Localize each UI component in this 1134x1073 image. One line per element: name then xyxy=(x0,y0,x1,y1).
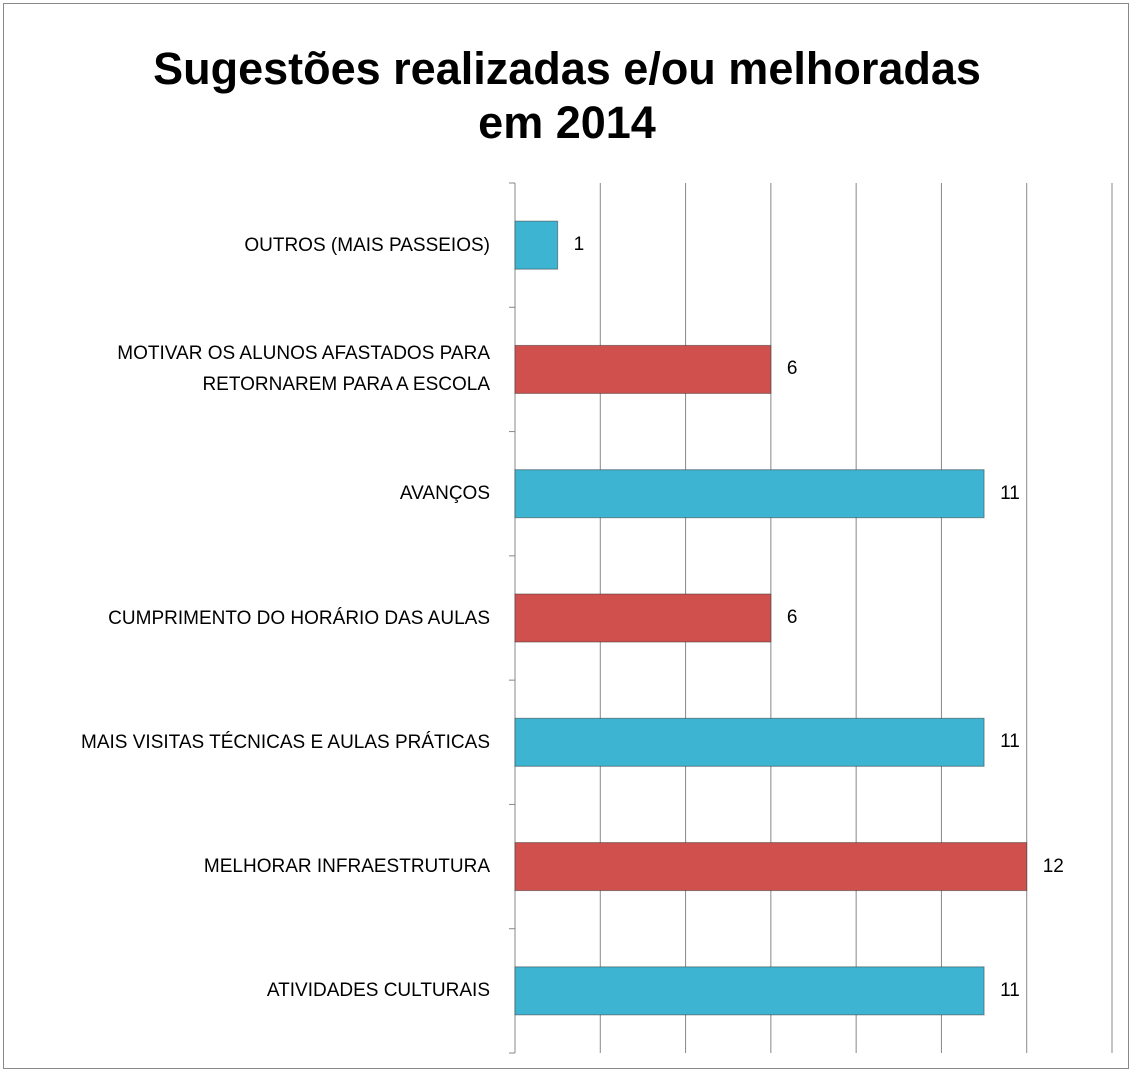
bar xyxy=(514,220,559,270)
category-label: OUTROS (MAIS PASSEIOS) xyxy=(244,234,490,256)
category-label: AVANÇOS xyxy=(399,483,490,505)
category-label: ATIVIDADES CULTURAIS xyxy=(266,980,490,1002)
value-label: 11 xyxy=(1000,979,1020,1001)
chart-border xyxy=(3,3,1129,1069)
category-label: CUMPRIMENTO DO HORÁRIO DAS AULAS xyxy=(108,607,490,629)
bar xyxy=(514,344,772,394)
value-label: 11 xyxy=(1000,731,1020,753)
bar xyxy=(514,717,985,767)
value-label: 12 xyxy=(1042,855,1064,877)
category-label: MELHORAR INFRAESTRUTURA xyxy=(203,856,490,878)
category-label: MAIS VISITAS TÉCNICAS E AULAS PRÁTICAS xyxy=(81,731,490,753)
bar xyxy=(514,469,985,519)
bar xyxy=(514,966,985,1016)
value-label: 6 xyxy=(786,358,798,380)
category-label: MOTIVAR OS ALUNOS AFASTADOS PARA RETORNA… xyxy=(117,343,490,396)
value-label: 6 xyxy=(786,607,798,628)
value-label: 1 xyxy=(573,234,585,256)
value-label: 11 xyxy=(1000,482,1020,504)
bar xyxy=(514,593,772,643)
chart-title: Sugestões realizadas e/ou melhoradas em … xyxy=(153,43,981,148)
bar xyxy=(514,842,1028,892)
